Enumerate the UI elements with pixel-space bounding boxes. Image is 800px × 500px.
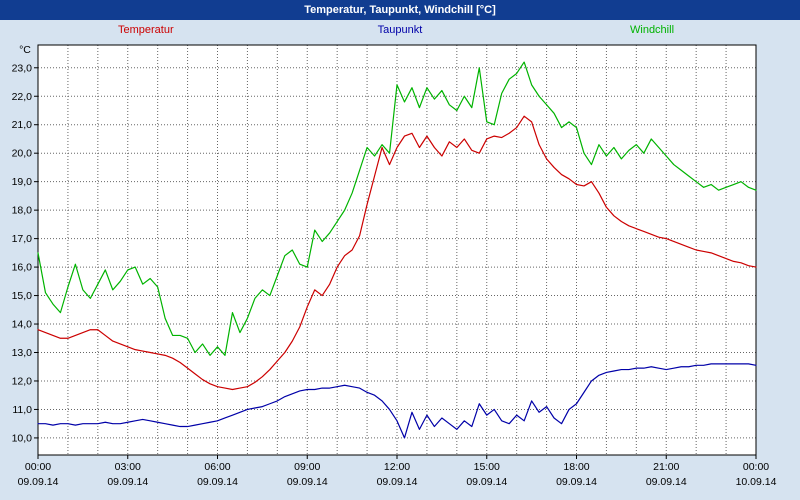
y-axis-tick-label: 13,0 xyxy=(12,347,33,359)
y-axis-tick-label: 22,0 xyxy=(12,91,33,103)
window-titlebar: Temperatur, Taupunkt, Windchill [°C] xyxy=(0,0,800,20)
y-axis-tick-label: 16,0 xyxy=(12,262,33,274)
y-axis-tick-label: 11,0 xyxy=(12,404,32,416)
x-axis-date-label: 09.09.14 xyxy=(287,476,328,488)
y-axis-unit-label: °C xyxy=(19,44,31,56)
x-axis-date-label: 09.09.14 xyxy=(466,476,507,488)
x-axis-time-label: 15:00 xyxy=(474,461,500,473)
window-title: Temperatur, Taupunkt, Windchill [°C] xyxy=(304,4,496,16)
x-axis-date-label: 09.09.14 xyxy=(18,476,59,488)
x-axis-date-label: 09.09.14 xyxy=(107,476,148,488)
y-axis-tick-label: 15,0 xyxy=(12,290,33,302)
y-axis-tick-label: 18,0 xyxy=(12,205,33,217)
legend-label-taupunkt: Taupunkt xyxy=(377,24,423,36)
x-axis-time-label: 09:00 xyxy=(294,461,320,473)
chart-legend: Temperatur Taupunkt Windchill xyxy=(0,20,800,40)
y-axis-tick-label: 23,0 xyxy=(12,62,33,74)
x-axis-date-label: 10.09.14 xyxy=(736,476,777,488)
y-axis-tick-label: 17,0 xyxy=(12,233,33,245)
series-line-temperatur xyxy=(37,115,757,391)
y-axis-tick-label: 21,0 xyxy=(12,119,33,131)
x-axis-date-label: 09.09.14 xyxy=(646,476,687,488)
y-axis-tick-label: 12,0 xyxy=(12,375,33,387)
x-axis-time-label: 03:00 xyxy=(115,461,141,473)
y-axis-tick-label: 10,0 xyxy=(12,432,33,444)
y-axis-tick-label: 19,0 xyxy=(12,176,33,188)
series-line-taupunkt xyxy=(37,363,757,439)
x-axis-time-label: 06:00 xyxy=(204,461,230,473)
x-axis-time-label: 00:00 xyxy=(25,461,51,473)
chart-canvas: °C 23,0 22,0 21,0 20,0 19,0 18,0 17,0 16,0 15,0 14… xyxy=(12,44,777,488)
x-axis-date-label: 09.09.14 xyxy=(377,476,418,488)
x-axis-date-label: 09.09.14 xyxy=(556,476,597,488)
legend-label-temperatur: Temperatur xyxy=(118,24,174,36)
x-axis-time-label: 12:00 xyxy=(384,461,410,473)
y-axis-tick-label: 14,0 xyxy=(12,319,33,331)
y-axis-tick-label: 20,0 xyxy=(12,148,33,160)
x-axis-time-label: 00:00 xyxy=(743,461,769,473)
legend-label-windchill: Windchill xyxy=(630,24,675,36)
series-line-windchill xyxy=(37,61,757,356)
x-axis-date-label: 09.09.14 xyxy=(197,476,238,488)
x-axis-time-label: 18:00 xyxy=(563,461,589,473)
x-axis-time-label: 21:00 xyxy=(653,461,679,473)
